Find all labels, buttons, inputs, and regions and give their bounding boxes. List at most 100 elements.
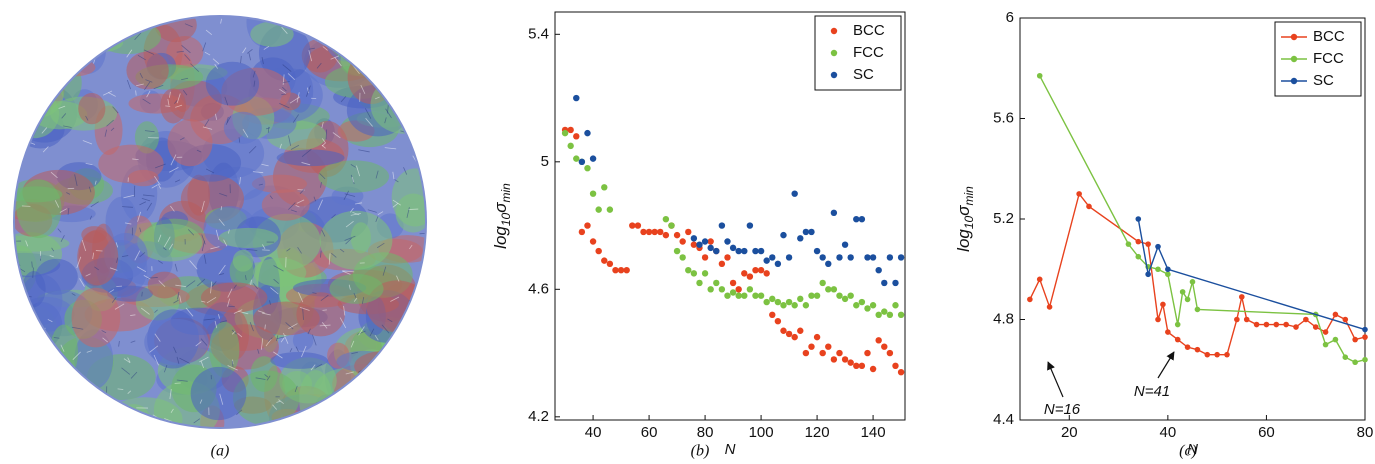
capsid-strand xyxy=(347,388,358,391)
line-marker xyxy=(1253,321,1260,328)
legend-marker xyxy=(1290,55,1298,63)
capsid-blob xyxy=(356,376,403,427)
capsid-strand xyxy=(322,138,327,144)
scatter-point xyxy=(774,317,782,325)
capsid-strand xyxy=(261,57,264,65)
capsid-strand xyxy=(399,351,405,361)
capsid-blob xyxy=(316,399,371,427)
capsid-strand xyxy=(85,115,89,121)
scatter-point xyxy=(813,333,821,341)
capsid-strand xyxy=(189,260,198,270)
capsid-strand xyxy=(135,90,137,96)
capsid-strand xyxy=(392,199,402,206)
scatter-point xyxy=(701,254,709,261)
scatter-point xyxy=(813,247,821,255)
capsid-strand xyxy=(330,29,339,33)
capsid-strand xyxy=(227,365,238,371)
capsid-strand xyxy=(58,35,67,41)
capsid-strand xyxy=(283,332,289,344)
scatter-point xyxy=(584,129,591,137)
capsid-strand xyxy=(223,239,228,247)
line-marker xyxy=(1273,321,1280,328)
capsid-blob xyxy=(167,119,213,167)
capsid-strand xyxy=(196,278,206,287)
capsid-strand xyxy=(321,229,326,237)
capsid-strand xyxy=(46,358,58,365)
capsid-strand xyxy=(204,119,210,127)
scatter-point xyxy=(797,327,804,334)
capsid-strand xyxy=(17,93,24,101)
line-marker xyxy=(1165,266,1171,273)
capsid-strand xyxy=(306,87,310,94)
scatter-point xyxy=(763,270,770,277)
legend-marker xyxy=(1290,33,1298,41)
capsid-strand xyxy=(262,312,271,316)
capsid-strand xyxy=(360,397,371,400)
capsid-strand xyxy=(89,215,92,220)
capsid-strand xyxy=(279,143,282,149)
x-tick-label: 40 xyxy=(1160,424,1177,441)
legend-label: SC xyxy=(1313,72,1334,89)
capsid-strand xyxy=(158,280,166,288)
capsid-strand xyxy=(367,209,377,213)
capsid-strand xyxy=(132,158,139,161)
scatter-point xyxy=(836,292,843,299)
capsid-strand xyxy=(377,211,384,216)
scatter-point xyxy=(713,279,720,287)
scatter-point xyxy=(785,330,793,338)
scatter-point xyxy=(718,260,726,268)
capsid-blob xyxy=(379,32,413,56)
capsid-strand xyxy=(153,84,164,90)
y-axis-label: log10σmin xyxy=(954,186,976,252)
scatter-point xyxy=(780,302,787,309)
scatter-point xyxy=(769,311,776,319)
capsid-strand xyxy=(136,83,144,87)
capsid-strand xyxy=(103,90,113,96)
capsid-strand xyxy=(383,59,387,71)
line-marker xyxy=(1145,241,1151,247)
capsid-blob xyxy=(125,412,148,427)
capsid-strand xyxy=(70,49,81,52)
capsid-strand xyxy=(375,216,379,223)
capsid-strand xyxy=(412,395,421,399)
capsid-strand xyxy=(144,130,155,133)
capsid-strand xyxy=(168,243,174,250)
capsid-strand xyxy=(65,47,72,55)
scatter-point xyxy=(841,356,849,363)
capsid-blob xyxy=(296,292,345,337)
capsid-strand xyxy=(137,211,141,222)
capsid-strand xyxy=(358,326,365,336)
line-marker xyxy=(1174,336,1181,343)
capsid-strand xyxy=(176,379,188,382)
capsid-strand xyxy=(260,338,264,350)
line-marker xyxy=(1046,304,1053,310)
capsid-strand xyxy=(127,357,131,363)
capsid-blob xyxy=(52,58,96,77)
capsid-strand xyxy=(295,346,299,352)
capsid-strand xyxy=(281,93,287,96)
capsid-strand xyxy=(174,179,181,183)
line-marker xyxy=(1174,321,1181,328)
capsid-strand xyxy=(31,261,33,268)
scatter-point xyxy=(741,270,748,277)
line-marker xyxy=(1135,238,1142,245)
capsid-strand xyxy=(278,399,284,404)
y-tick-label: 5 xyxy=(541,153,549,170)
capsid-strand xyxy=(321,142,326,147)
capsid-strand xyxy=(400,100,405,104)
capsid-strand xyxy=(406,207,410,218)
scatter-point xyxy=(746,286,754,293)
line-marker xyxy=(1332,311,1339,318)
capsid-strand xyxy=(82,140,93,145)
capsid-strand xyxy=(384,117,387,124)
capsid-strand xyxy=(139,201,147,206)
plot-frame xyxy=(554,11,906,421)
capsid-strand xyxy=(50,38,55,44)
line-marker xyxy=(1243,316,1250,323)
line-marker xyxy=(1352,359,1358,366)
scatter-point xyxy=(881,308,888,315)
capsid-strand xyxy=(270,287,279,295)
scatter-point xyxy=(757,292,765,299)
capsid-blob xyxy=(327,397,402,427)
scatter-point xyxy=(673,231,681,239)
